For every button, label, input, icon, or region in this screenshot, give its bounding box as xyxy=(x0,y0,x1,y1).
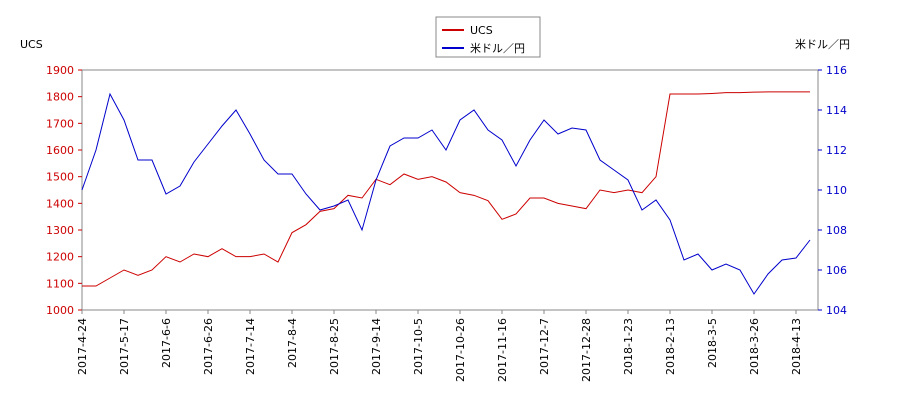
y2-tick-label: 114 xyxy=(826,104,847,117)
x-tick-label: 2017-4-24 xyxy=(76,318,89,375)
y2-tick-label: 108 xyxy=(826,224,847,237)
x-tick-label: 2017-6-26 xyxy=(202,318,215,375)
x-tick-label: 2018-4-13 xyxy=(790,318,803,375)
y-tick-label: 1500 xyxy=(46,171,74,184)
x-tick-label: 2017-12-7 xyxy=(538,318,551,375)
y-tick-label: 1700 xyxy=(46,117,74,130)
x-tick-label: 2018-3-5 xyxy=(706,318,719,368)
legend-label: 米ドル／円 xyxy=(470,42,525,55)
y-tick-label: 1400 xyxy=(46,197,74,210)
y-tick-label: 1600 xyxy=(46,144,74,157)
legend-label: UCS xyxy=(470,24,493,37)
x-tick-label: 2017-5-17 xyxy=(118,318,131,375)
y-tick-label: 1900 xyxy=(46,64,74,77)
x-tick-label: 2017-8-4 xyxy=(286,318,299,368)
y-tick-label: 1800 xyxy=(46,91,74,104)
x-tick-label: 2017-8-25 xyxy=(328,318,341,375)
x-tick-label: 2017-11-16 xyxy=(496,318,509,382)
series-line xyxy=(82,91,810,287)
legend-box xyxy=(435,16,541,58)
y2-tick-label: 116 xyxy=(826,64,847,77)
x-tick-label: 2018-1-23 xyxy=(622,318,635,375)
x-tick-label: 2017-7-14 xyxy=(244,318,257,375)
y-axis-label: UCS xyxy=(20,38,43,51)
y-tick-label: 1300 xyxy=(46,224,74,237)
y-tick-label: 1200 xyxy=(46,251,74,264)
y2-tick-label: 112 xyxy=(826,144,847,157)
x-tick-label: 2017-10-5 xyxy=(412,318,425,375)
x-tick-label: 2017-6-6 xyxy=(160,318,173,368)
x-tick-label: 2018-2-13 xyxy=(664,318,677,375)
plot-frame xyxy=(81,69,819,311)
y2-tick-label: 104 xyxy=(826,304,847,317)
y-tick-label: 1000 xyxy=(46,304,74,317)
y2-tick-label: 110 xyxy=(826,184,847,197)
y2-tick-label: 106 xyxy=(826,264,847,277)
series-line xyxy=(81,92,811,295)
x-tick-label: 2017-10-26 xyxy=(454,318,467,382)
y-tick-label: 1100 xyxy=(46,277,74,290)
x-tick-label: 2018-3-26 xyxy=(748,318,761,375)
x-tick-label: 2017-12-28 xyxy=(580,318,593,382)
x-tick-label: 2017-9-14 xyxy=(370,318,383,375)
y2-axis-label: 米ドル／円 xyxy=(795,38,850,51)
